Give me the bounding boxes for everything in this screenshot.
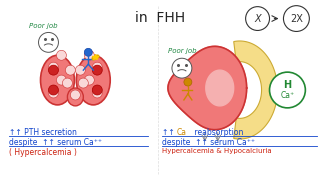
Circle shape (76, 65, 85, 75)
Text: in  FHH: in FHH (135, 11, 185, 25)
Circle shape (92, 85, 102, 95)
Polygon shape (168, 46, 247, 130)
Ellipse shape (41, 55, 74, 105)
Text: ↑↑ PTH secretion: ↑↑ PTH secretion (9, 128, 76, 137)
Circle shape (92, 62, 102, 72)
Polygon shape (234, 41, 277, 139)
Circle shape (84, 50, 94, 60)
Text: ↑↑: ↑↑ (162, 128, 177, 137)
Circle shape (284, 6, 309, 32)
Text: Ca⁺: Ca⁺ (280, 91, 294, 100)
Text: despite  ↑↑ serum Ca⁺⁺: despite ↑↑ serum Ca⁺⁺ (162, 138, 255, 147)
Circle shape (269, 72, 305, 108)
Text: despite  ↑↑ serum Ca⁺⁺: despite ↑↑ serum Ca⁺⁺ (9, 138, 102, 147)
Ellipse shape (68, 88, 83, 106)
Circle shape (172, 58, 192, 78)
Circle shape (184, 78, 192, 86)
Circle shape (70, 90, 80, 100)
Circle shape (62, 78, 72, 88)
Circle shape (49, 88, 59, 98)
Circle shape (65, 65, 76, 75)
Text: H: H (284, 80, 292, 90)
Circle shape (38, 32, 59, 52)
Text: X: X (254, 14, 261, 24)
Circle shape (78, 78, 88, 88)
Circle shape (56, 75, 67, 85)
Text: Poor job: Poor job (168, 48, 196, 54)
Text: Ca: Ca (177, 128, 187, 137)
Ellipse shape (76, 55, 110, 105)
Circle shape (246, 7, 269, 30)
Text: Poor job: Poor job (28, 22, 57, 28)
Text: 2X: 2X (290, 14, 303, 24)
Circle shape (49, 65, 59, 75)
Circle shape (84, 48, 92, 56)
Polygon shape (206, 70, 234, 106)
Circle shape (92, 88, 102, 98)
Circle shape (84, 75, 94, 85)
Text: ( Hypercalcemia ): ( Hypercalcemia ) (9, 148, 76, 157)
Circle shape (56, 50, 67, 60)
Circle shape (49, 62, 59, 72)
Circle shape (92, 65, 102, 75)
Text: reabsorption: reabsorption (192, 128, 243, 137)
Circle shape (49, 85, 59, 95)
Text: Hypercalcemia & Hypocalciuria: Hypercalcemia & Hypocalciuria (162, 148, 272, 154)
